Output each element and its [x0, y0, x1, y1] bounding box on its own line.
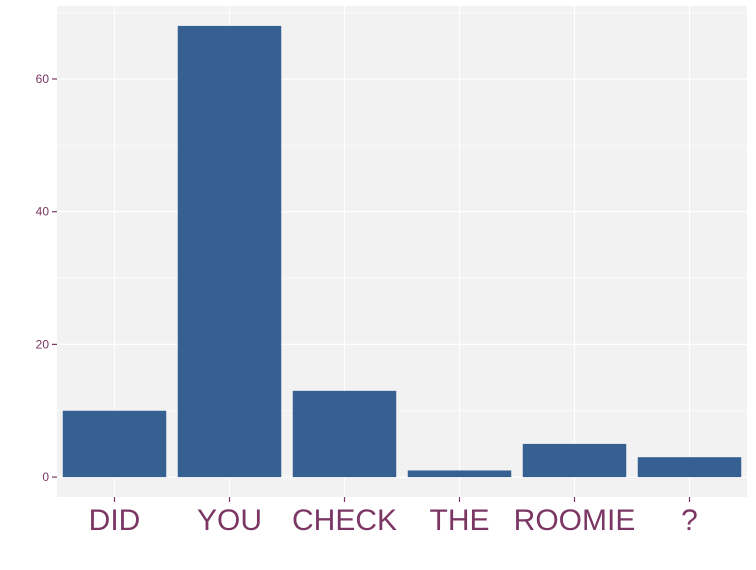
- x-tick-label: ?: [681, 504, 698, 537]
- bar-roomie: [522, 443, 627, 478]
- x-tick-label: THE: [430, 504, 490, 537]
- x-tick-label: CHECK: [292, 504, 397, 537]
- bar-check: [292, 390, 397, 478]
- x-tick-label: DID: [89, 504, 141, 537]
- x-axis: DID YOU CHECK THE ROOMIE?: [89, 497, 698, 537]
- bar-the: [407, 470, 512, 478]
- y-tick-label: 0: [42, 470, 49, 484]
- bar-did: [62, 410, 167, 478]
- x-tick-label: YOU: [197, 504, 262, 537]
- y-tick-label: 60: [36, 72, 50, 86]
- y-tick-label: 40: [36, 205, 50, 219]
- bars: [62, 25, 742, 478]
- x-tick-label: ROOMIE: [514, 504, 636, 537]
- y-tick-label: 20: [36, 337, 50, 351]
- y-axis: 0 20 40 60: [36, 72, 57, 484]
- plot-panel: [57, 6, 747, 497]
- bar-: [637, 457, 742, 478]
- bar-you: [177, 25, 282, 478]
